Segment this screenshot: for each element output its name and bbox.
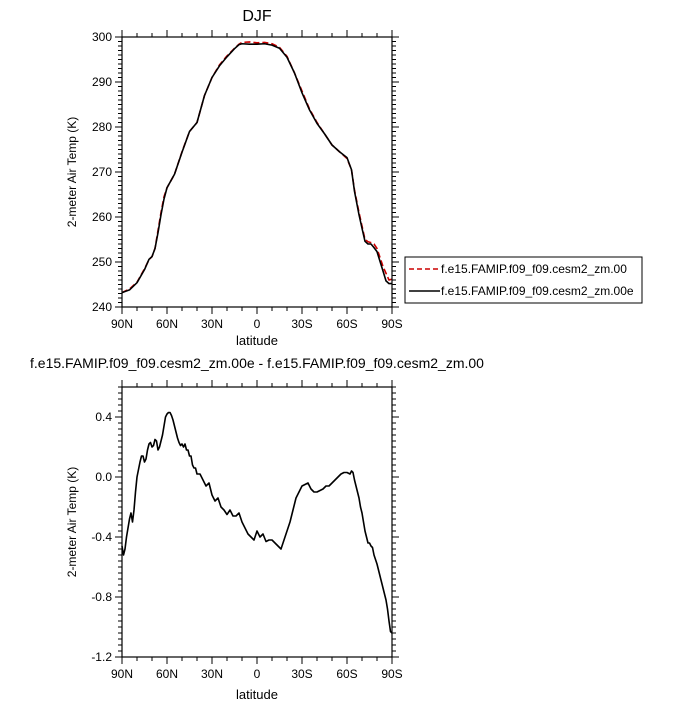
bottom-y-axis-label: 2-meter Air Temp (K) [65, 467, 79, 577]
legend-box [404, 256, 643, 304]
bottom-series [121, 411, 393, 634]
x-tick-label: 90N [111, 317, 133, 331]
y-tick-label: 240 [92, 300, 112, 314]
top-legend: f.e15.FAMIP.f09_f09.cesm2_zm.00 f.e15.FA… [404, 256, 643, 304]
top-x-ticks: 90N 60N 30N 0 30S 60S 90S [111, 30, 403, 331]
bottom-panel: f.e15.FAMIP.f09_f09.cesm2_zm.00e - f.e15… [30, 355, 484, 702]
bottom-chart-title: f.e15.FAMIP.f09_f09.cesm2_zm.00e - f.e15… [30, 355, 484, 371]
y-tick-label: 0.0 [95, 470, 112, 484]
y-tick-label: 250 [92, 255, 112, 269]
x-tick-label: 0 [254, 317, 261, 331]
bottom-x-ticks: 90N 60N 30N 0 30S 60S 90S [111, 380, 403, 681]
series-line-2 [121, 42, 392, 294]
bottom-plot-frame [121, 386, 393, 658]
y-tick-label: -1.2 [91, 650, 112, 664]
y-tick-label: 260 [92, 210, 112, 224]
x-tick-label: 60N [156, 317, 178, 331]
legend-label-series-2: f.e15.FAMIP.f09_f09.cesm2_zm.00e [441, 284, 634, 298]
x-tick-label: 30S [291, 317, 312, 331]
x-tick-label: 90N [111, 667, 133, 681]
y-tick-label: 290 [92, 75, 112, 89]
x-tick-label: 60N [156, 667, 178, 681]
y-tick-label: -0.8 [91, 590, 112, 604]
top-chart-title: DJF [242, 8, 272, 25]
bottom-y-ticks: 0.4 0.0 -0.4 -0.8 -1.2 [91, 386, 399, 664]
x-tick-label: 60S [336, 317, 357, 331]
x-tick-label: 30S [291, 667, 312, 681]
top-y-axis-label: 2-meter Air Temp (K) [65, 117, 79, 227]
x-tick-label: 0 [254, 667, 261, 681]
x-tick-label: 30N [201, 317, 223, 331]
y-tick-label: 0.4 [95, 410, 112, 424]
bottom-x-axis-label: latitude [236, 687, 278, 702]
legend-label-series-1: f.e15.FAMIP.f09_f09.cesm2_zm.00 [441, 262, 627, 276]
x-tick-label: 90S [381, 317, 402, 331]
x-tick-label: 60S [336, 667, 357, 681]
y-tick-label: 270 [92, 165, 112, 179]
y-tick-label: 300 [92, 30, 112, 44]
series-line-1 [121, 41, 393, 294]
top-x-axis-label: latitude [236, 333, 278, 348]
top-series [121, 41, 393, 294]
top-panel: DJF 90N 60N 30N 0 30S 60S 90S 2402502602702802… [65, 8, 643, 348]
x-tick-label: 90S [381, 667, 402, 681]
y-tick-label: 280 [92, 120, 112, 134]
y-tick-label: -0.4 [91, 530, 112, 544]
x-tick-label: 30N [201, 667, 223, 681]
series-line-1 [121, 411, 393, 634]
top-y-ticks: 240 250 260 270 280 290 300 [92, 30, 399, 314]
